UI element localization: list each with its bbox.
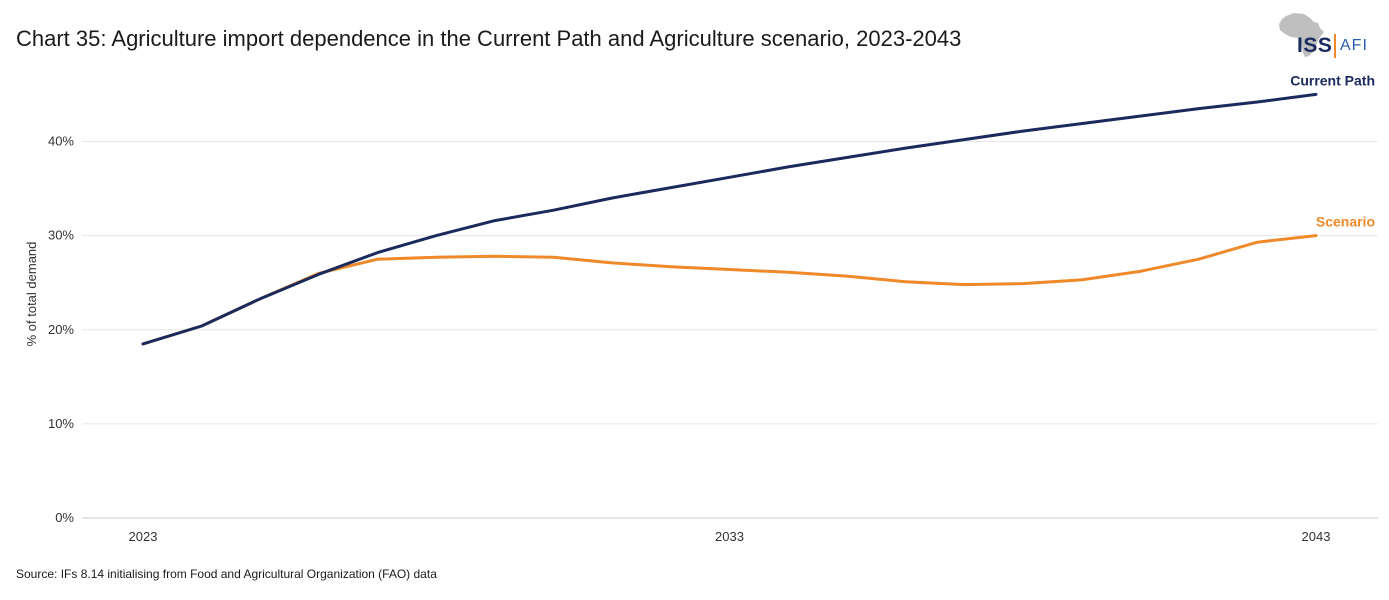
x-tick-label: 2043 <box>1302 529 1331 544</box>
series-line-current-path <box>141 92 1318 346</box>
x-tick-label: 2023 <box>129 529 158 544</box>
y-axis: 0% 10% 20% 30% 40% <box>48 134 74 526</box>
chart-title: Chart 35: Agriculture import dependence … <box>16 26 962 51</box>
series-label-scenario: Scenario <box>1316 214 1375 230</box>
series-label-current-path: Current Path <box>1290 72 1375 88</box>
y-tick-label: 20% <box>48 322 74 337</box>
y-tick-label: 0% <box>55 510 74 525</box>
x-axis: 2023 2033 2043 <box>129 529 1331 544</box>
logo-separator <box>1334 34 1336 58</box>
y-tick-label: 40% <box>48 134 74 149</box>
series-line-scenario <box>141 234 1318 346</box>
logo-iss-text: ISS <box>1297 34 1333 57</box>
series-labels: Current Path Scenario <box>1290 72 1375 229</box>
iss-afi-logo: ISS AFI <box>1274 10 1374 72</box>
y-tick-label: 30% <box>48 228 74 243</box>
series-layer <box>141 92 1318 346</box>
source-note: Source: IFs 8.14 initialising from Food … <box>16 567 437 581</box>
y-axis-title: % of total demand <box>24 242 39 347</box>
logo-afi-text: AFI <box>1340 37 1368 54</box>
africa-map-icon <box>1279 13 1324 57</box>
y-tick-label: 10% <box>48 416 74 431</box>
x-tick-label: 2033 <box>715 529 744 544</box>
grid-layer <box>82 141 1378 519</box>
